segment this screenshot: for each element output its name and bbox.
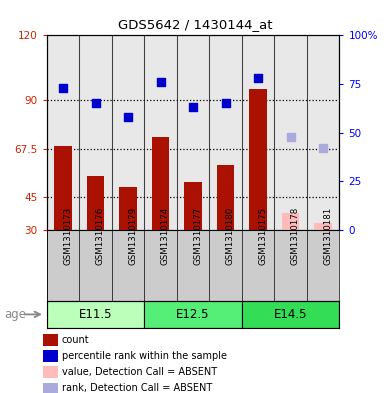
Bar <box>177 35 209 230</box>
Text: value, Detection Call = ABSENT: value, Detection Call = ABSENT <box>62 367 217 377</box>
Bar <box>144 35 177 230</box>
FancyBboxPatch shape <box>47 301 144 328</box>
Text: GDS5642 / 1430144_at: GDS5642 / 1430144_at <box>118 18 272 31</box>
Point <box>60 85 66 91</box>
Bar <box>282 213 300 230</box>
Text: count: count <box>62 335 89 345</box>
Text: E11.5: E11.5 <box>79 308 112 321</box>
Text: E14.5: E14.5 <box>274 308 307 321</box>
Bar <box>43 383 58 393</box>
Text: GSM1310173: GSM1310173 <box>63 206 72 265</box>
FancyBboxPatch shape <box>242 301 339 328</box>
Text: GSM1310179: GSM1310179 <box>128 206 137 264</box>
Text: GSM1310181: GSM1310181 <box>323 206 332 265</box>
Bar <box>112 35 144 230</box>
Point <box>287 133 294 140</box>
Text: GSM1310174: GSM1310174 <box>161 206 170 265</box>
Bar <box>43 366 58 378</box>
Bar <box>274 35 307 230</box>
Bar <box>314 223 332 230</box>
Text: GSM1310175: GSM1310175 <box>258 206 267 265</box>
Text: percentile rank within the sample: percentile rank within the sample <box>62 351 227 361</box>
Text: GSM1310176: GSM1310176 <box>96 206 105 265</box>
Text: GSM1310180: GSM1310180 <box>225 206 234 265</box>
Point <box>222 100 229 107</box>
Bar <box>47 35 79 230</box>
Text: E12.5: E12.5 <box>176 308 210 321</box>
Point <box>190 104 196 110</box>
Bar <box>43 334 58 346</box>
Point <box>92 100 99 107</box>
Bar <box>307 35 339 230</box>
Bar <box>184 182 202 230</box>
Text: age: age <box>4 308 26 321</box>
Bar <box>249 89 267 230</box>
Bar <box>216 165 234 230</box>
Bar <box>209 35 242 230</box>
Bar <box>119 187 137 230</box>
Bar <box>79 35 112 230</box>
Text: GSM1310177: GSM1310177 <box>193 206 202 265</box>
Bar <box>54 145 72 230</box>
FancyBboxPatch shape <box>144 301 242 328</box>
Bar <box>152 137 170 230</box>
Bar <box>87 176 105 230</box>
Bar <box>242 35 274 230</box>
Text: rank, Detection Call = ABSENT: rank, Detection Call = ABSENT <box>62 384 212 393</box>
Point <box>125 114 131 120</box>
Point <box>320 145 326 151</box>
Point <box>158 79 164 85</box>
Bar <box>43 350 58 362</box>
Point <box>255 75 261 81</box>
Text: GSM1310178: GSM1310178 <box>291 206 300 265</box>
